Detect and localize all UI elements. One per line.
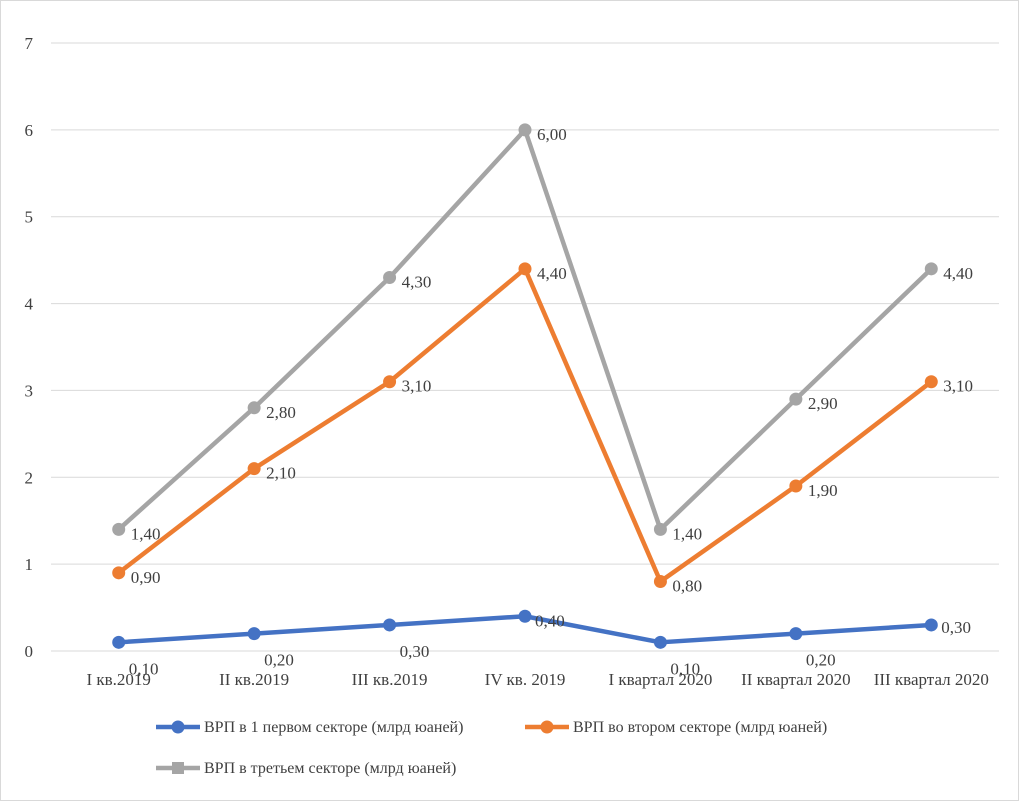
x-tick-label: IV кв. 2019 [485, 670, 566, 689]
data-label: 4,40 [943, 264, 973, 283]
data-point [789, 392, 803, 406]
data-point [789, 627, 803, 641]
data-label: 0,40 [535, 611, 565, 630]
legend-entry: ВРП в 1 первом секторе (млрд юаней) [204, 719, 463, 736]
data-label: 2,10 [266, 464, 296, 483]
legend: ВРП в 1 первом секторе (млрд юаней) ВРП в… [156, 719, 827, 777]
series-lines [112, 123, 938, 649]
data-label: 0,90 [131, 568, 161, 587]
x-axis-ticks: I кв.2019 II кв.2019 III кв.2019 IV кв. 201… [86, 670, 988, 689]
data-point [789, 479, 803, 493]
legend-swatch-marker [172, 762, 184, 774]
x-tick-label: III кв.2019 [352, 670, 428, 689]
series-line-2 [116, 266, 934, 584]
y-axis-ticks: 0 1 2 3 4 5 6 7 [25, 34, 34, 661]
y-tick-label: 4 [25, 295, 34, 314]
data-point [247, 401, 261, 415]
y-tick-label: 0 [25, 642, 34, 661]
y-tick-label: 7 [25, 34, 34, 53]
data-label: 0,20 [806, 651, 836, 670]
y-tick-label: 3 [25, 381, 34, 400]
data-point [112, 522, 126, 536]
data-point [518, 123, 532, 137]
x-tick-label: I кв.2019 [86, 670, 150, 689]
x-tick-label: III квартал 2020 [874, 670, 989, 689]
data-label: 0,30 [941, 618, 971, 637]
data-point [518, 262, 532, 276]
data-point [518, 609, 532, 623]
data-label: 0,20 [264, 651, 294, 670]
y-tick-label: 5 [25, 208, 34, 227]
data-point [383, 618, 397, 632]
legend-swatch-marker [540, 720, 554, 734]
data-label: 2,80 [266, 403, 296, 422]
x-tick-label: II кв.2019 [219, 670, 289, 689]
data-point [383, 271, 397, 285]
y-tick-label: 6 [25, 121, 34, 140]
data-label: 0,80 [672, 577, 702, 596]
data-point [924, 262, 938, 276]
data-point [247, 627, 261, 641]
data-point [112, 566, 126, 580]
data-point [653, 522, 667, 536]
legend-entry: ВРП во втором секторе (млрд юаней) [573, 719, 827, 736]
data-label: 1,90 [808, 481, 838, 500]
gridlines [51, 42, 999, 652]
data-label: 0,30 [400, 642, 430, 661]
data-label: 2,90 [808, 394, 838, 413]
y-tick-label: 1 [25, 555, 34, 574]
x-tick-label: I квартал 2020 [608, 670, 712, 689]
data-label: 1,40 [672, 524, 702, 543]
data-label: 3,10 [402, 377, 432, 396]
data-label: 0,10 [129, 659, 159, 678]
data-point [112, 635, 126, 649]
data-point [924, 618, 938, 632]
data-label: 4,30 [402, 273, 432, 292]
data-label: 1,40 [131, 524, 161, 543]
data-point [653, 635, 667, 649]
data-point [247, 462, 261, 476]
data-label: 3,10 [943, 377, 973, 396]
legend-entry: ВРП в третьем секторе (млрд юаней) [204, 760, 456, 777]
data-labels: 0,10 0,20 0,30 0,40 0,10 0,20 0,30 0,90 2,10 3,10… [129, 125, 973, 678]
data-label: 6,00 [537, 125, 567, 144]
legend-swatch-marker [171, 720, 185, 734]
data-label: 4,40 [537, 264, 567, 283]
data-point [383, 375, 397, 389]
y-tick-label: 2 [25, 468, 34, 487]
data-label: 0,10 [670, 659, 700, 678]
data-point [653, 575, 667, 589]
data-point [924, 375, 938, 389]
x-tick-label: II квартал 2020 [741, 670, 851, 689]
series-line-3 [116, 127, 934, 532]
